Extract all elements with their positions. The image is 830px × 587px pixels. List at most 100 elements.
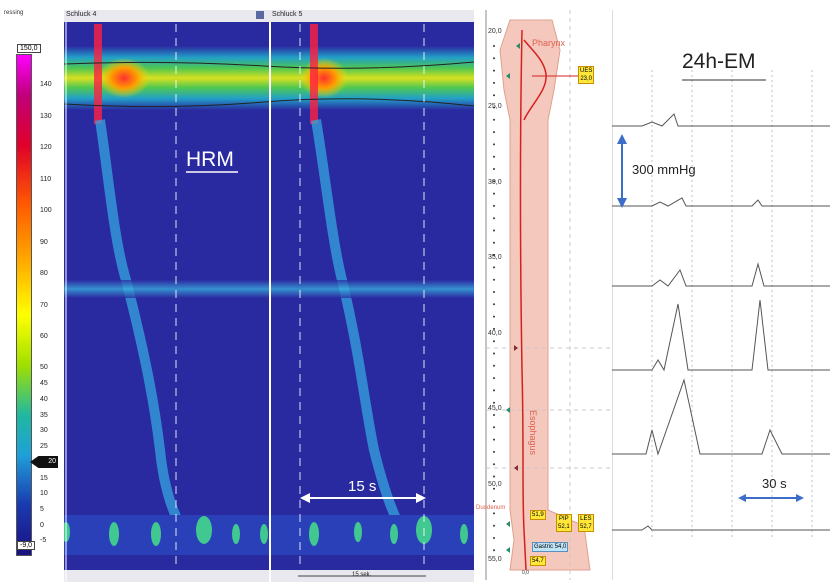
swallow-right-label: Schluck 5 (272, 11, 303, 18)
swallow-spike-left (94, 24, 102, 124)
ues-hot-right (300, 58, 348, 98)
sensor-dot (493, 204, 495, 207)
sensor-dot (493, 143, 495, 146)
scale-title: ressing (4, 10, 24, 16)
probe-diagram (474, 10, 610, 580)
sensor-dot (493, 192, 495, 195)
probe-y-tick: 40,0 (488, 329, 502, 337)
sensor-dot (493, 364, 495, 367)
sensor-dot (493, 217, 495, 220)
scale-tick: 30 (40, 427, 48, 435)
sensor-dot (493, 278, 495, 281)
sensor-dot (493, 155, 495, 158)
sensor-dot (493, 389, 495, 392)
scale-tick: -5 (40, 537, 47, 545)
hrm-header (64, 10, 474, 22)
sensor-dot (493, 69, 495, 72)
pip-label[interactable]: PIP 52,1 (556, 514, 572, 532)
scale-tick: 70 (40, 301, 48, 309)
sensor-dot (493, 57, 495, 60)
sensor-dot (493, 327, 495, 330)
time-arrow-left (738, 494, 746, 502)
time-gridlines (175, 24, 425, 568)
scale-tick: 120 (40, 144, 52, 152)
sensor-dot (493, 524, 495, 527)
gastric-label[interactable]: Gastric 54,0 (532, 542, 569, 552)
pressure-trace (519, 29, 527, 571)
les-value: 52,7 (580, 524, 592, 530)
sensor-dot (493, 291, 495, 293)
ues-value: 23,0 (580, 76, 593, 82)
sensor-dot (493, 475, 495, 478)
scale-tick: 60 (40, 333, 48, 341)
gastric-value: 54,0 (554, 544, 567, 550)
sensor-dot (493, 131, 495, 134)
em-panel: 24h-EM 300 mmHg 30 s (611, 10, 830, 580)
probe-y-tick: 25,0 (488, 103, 502, 111)
ues-peak-trace (523, 39, 547, 121)
em-gridlines (651, 70, 813, 540)
esophagus-label: Esophagus (528, 410, 538, 456)
amp-arrow-up (617, 134, 627, 144)
les-label[interactable]: LES 52,7 (578, 514, 594, 532)
em-title: 24h-EM (682, 50, 756, 73)
sensor-dot (493, 180, 495, 183)
probe-panel: 20,0 25,0 30,0 35,0 40,0 45,0 50,0 55,0 Pharynx… (474, 10, 610, 580)
hrm-panel: Schluck 4 Schluck 5 HRM 15 s 15 sek. (62, 10, 475, 582)
time-label: 30 s (762, 476, 787, 491)
gastric-name: Gastric (534, 544, 554, 550)
sensor-dot (493, 487, 495, 490)
scale-tick: 10 (40, 490, 48, 498)
sensor-dot (493, 463, 495, 466)
sensor-dot (493, 315, 495, 318)
scale-tick: 25 (40, 443, 48, 451)
sensor-dot (493, 303, 495, 306)
scale-tick: 80 (40, 270, 48, 278)
hrm-heatmap (62, 10, 475, 582)
sensor-dot (493, 549, 495, 552)
timebar-arrow-right (416, 493, 426, 503)
duodenum-label: Duodenum (476, 505, 506, 511)
sensor-dot (493, 266, 495, 269)
probe-y-tick: 45,0 (488, 405, 502, 413)
pip-name: PIP (559, 516, 569, 522)
peristaltic-wave-right (311, 119, 417, 553)
colorbar (16, 54, 32, 556)
probe-y-tick: 55,0 (488, 556, 502, 563)
probe-y-tick: 30,0 (488, 178, 502, 186)
color-scale: ressing 150,0 140 130 120 110 100 90 80 70 60 50 4… (4, 10, 62, 575)
val-547-label: 54,7 (530, 556, 546, 566)
sensor-dot (493, 377, 495, 380)
sensor-dot (493, 512, 495, 515)
sensor-dot (493, 414, 495, 416)
scale-tick: 110 (40, 175, 52, 183)
hrm-label: HRM (186, 148, 234, 171)
probe-x-zero: 0,0 (522, 570, 529, 576)
les-blobs (62, 516, 468, 546)
scale-tick: 0 (40, 521, 44, 529)
peristaltic-wave-left (95, 119, 199, 553)
contour-bottom (63, 98, 475, 108)
window-icon[interactable] (256, 11, 264, 19)
sensor-dot (493, 254, 495, 257)
sensor-dot (493, 438, 495, 441)
scale-tick: 50 (40, 364, 48, 372)
probe-y-tick: 20,0 (488, 28, 502, 35)
sensor-dot (493, 106, 495, 109)
sensor-dot (493, 500, 495, 503)
ues-label[interactable]: UES 23,0 (578, 66, 595, 84)
sensor-dot (493, 340, 495, 343)
sensor-markers-red (514, 345, 518, 471)
scale-tick: 45 (40, 380, 48, 388)
sensor-dot (493, 537, 495, 539)
ues-hot-left (98, 58, 150, 98)
swallow-left-label: Schluck 4 (66, 11, 97, 18)
ues-name: UES (580, 68, 593, 74)
scale-tick: 140 (40, 81, 52, 89)
les-name: LES (580, 516, 592, 522)
sensor-dot (493, 450, 495, 453)
scale-pointer[interactable]: 20 (30, 456, 58, 468)
probe-y-tick: 35,0 (488, 254, 502, 262)
timebar-arrow-left (300, 493, 310, 503)
scale-tick: 130 (40, 112, 52, 120)
